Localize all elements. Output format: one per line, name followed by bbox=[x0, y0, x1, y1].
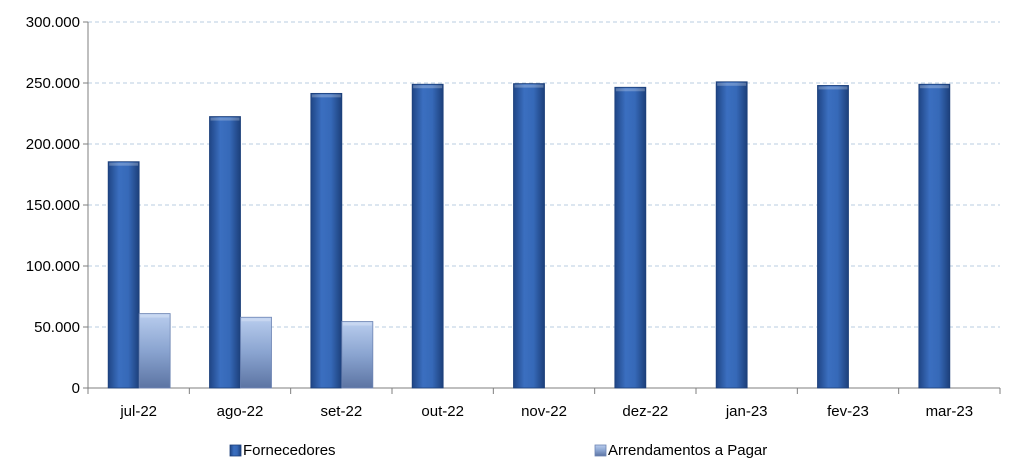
x-tick-label: nov-22 bbox=[521, 403, 567, 420]
y-tick-label: 200.000 bbox=[26, 136, 80, 153]
x-tick-label: out-22 bbox=[421, 403, 464, 420]
y-tick-label: 0 bbox=[72, 380, 80, 397]
x-tick-label: set-22 bbox=[320, 403, 362, 420]
legend-swatch bbox=[229, 444, 242, 457]
bar-fornecedores bbox=[310, 92, 343, 389]
x-tick-label: jul-22 bbox=[119, 403, 157, 420]
bar-arrendamentos bbox=[138, 313, 171, 389]
bar-highlight bbox=[140, 314, 170, 318]
x-tick-label: jan-23 bbox=[725, 403, 768, 420]
legend: Fornecedores Arrendamentos a Pagar bbox=[229, 442, 767, 459]
x-tick-label: ago-22 bbox=[217, 403, 264, 420]
bar-highlight bbox=[342, 322, 372, 326]
y-tick-label: 250.000 bbox=[26, 75, 80, 92]
legend-label: Arrendamentos a Pagar bbox=[608, 442, 767, 459]
bar-highlight bbox=[311, 94, 341, 98]
bar-fornecedores bbox=[614, 86, 647, 389]
x-tick-label: mar-23 bbox=[926, 403, 974, 420]
bar-fornecedores bbox=[715, 81, 748, 389]
bar-fornecedores bbox=[209, 116, 241, 389]
y-tick-label: 50.000 bbox=[34, 319, 80, 336]
bar-highlight bbox=[514, 84, 544, 88]
bar-highlight bbox=[210, 117, 240, 121]
bar-highlight bbox=[818, 86, 848, 90]
tick-labels: 0 50.000 100.000 150.000 200.000 250.000 300.0… bbox=[26, 14, 973, 420]
x-tick-label: dez-22 bbox=[622, 403, 668, 420]
bar-fornecedores bbox=[107, 161, 140, 389]
legend-label: Fornecedores bbox=[243, 442, 336, 459]
bar-fornecedores bbox=[411, 83, 444, 389]
bar-fornecedores bbox=[918, 83, 951, 389]
y-tick-label: 150.000 bbox=[26, 197, 80, 214]
y-tick-label: 300.000 bbox=[26, 14, 80, 31]
legend-swatch bbox=[594, 444, 607, 457]
x-tick-label: fev-23 bbox=[827, 403, 869, 420]
bar-highlight bbox=[717, 82, 747, 86]
bar-arrendamentos bbox=[240, 316, 272, 389]
bar-highlight bbox=[241, 318, 271, 322]
bar-arrendamentos bbox=[341, 321, 374, 389]
bar-fornecedores bbox=[817, 85, 849, 389]
bar-highlight bbox=[109, 162, 139, 166]
bar-highlight bbox=[413, 85, 443, 89]
y-tick-label: 100.000 bbox=[26, 258, 80, 275]
bar-highlight bbox=[615, 88, 645, 92]
bar-highlight bbox=[919, 85, 949, 89]
bar-fornecedores bbox=[513, 83, 545, 389]
bars bbox=[107, 81, 951, 389]
